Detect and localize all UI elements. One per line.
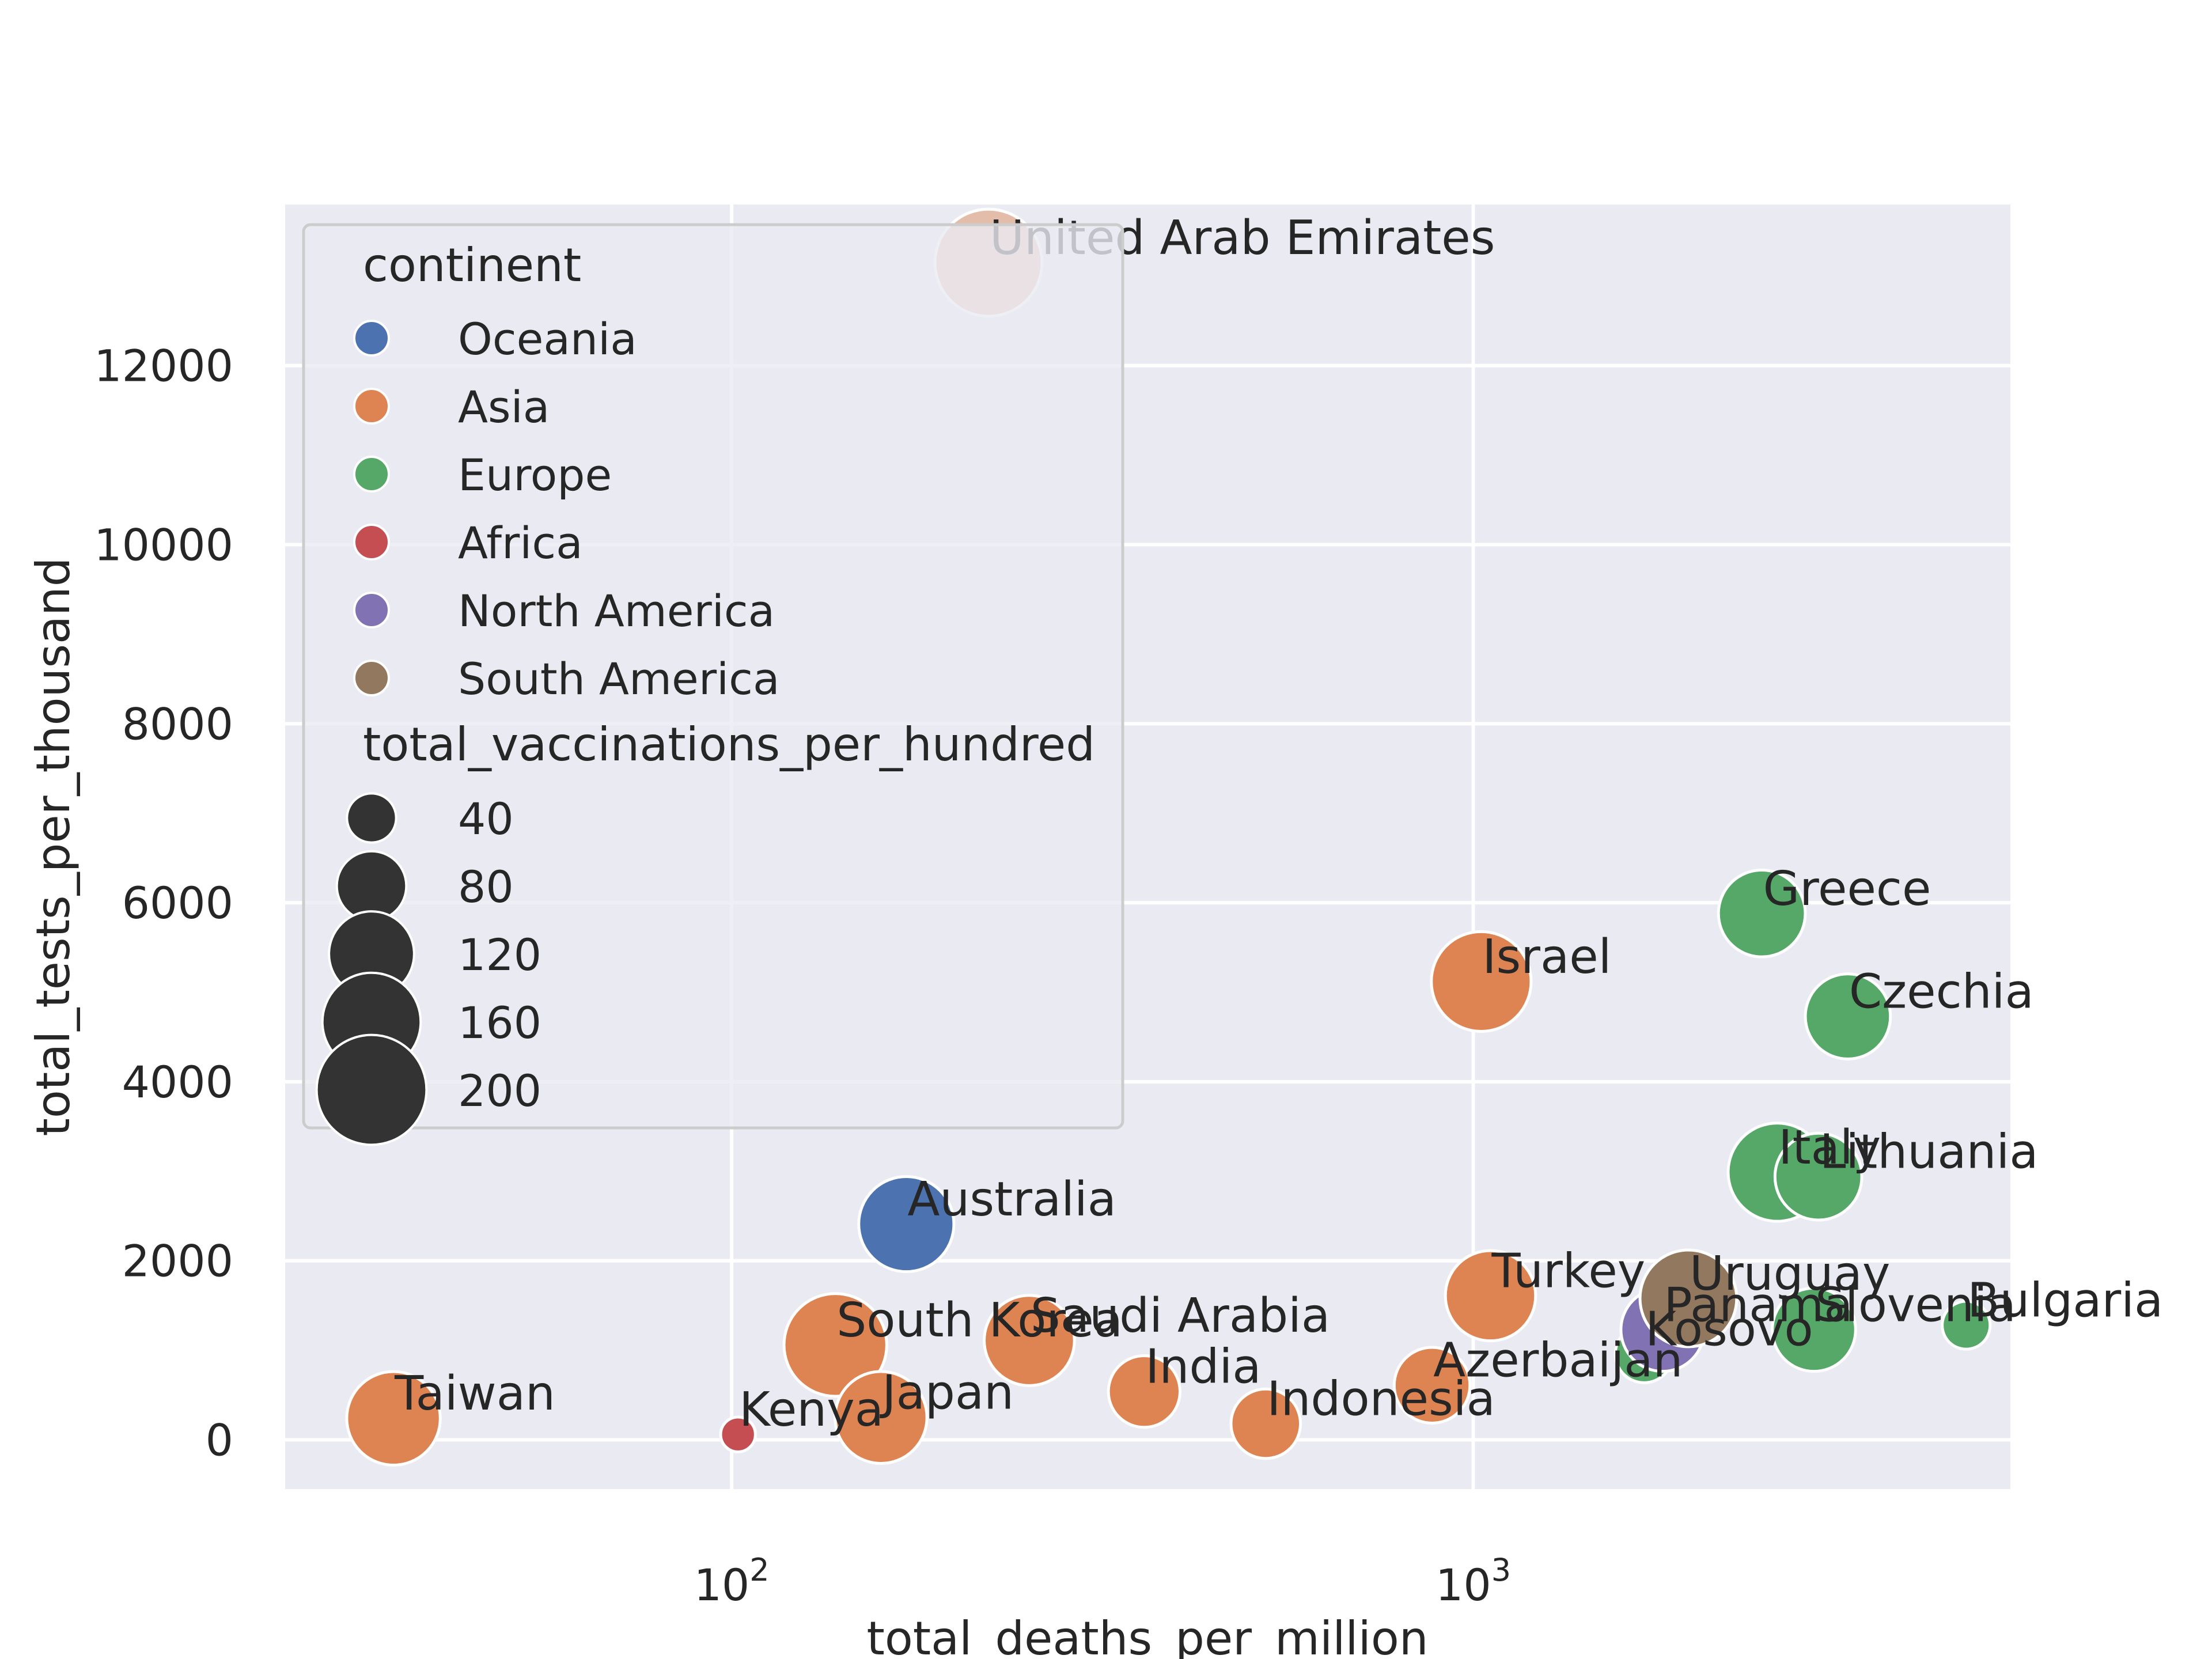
y-tick-label: 8000 [122,698,233,749]
data-point [1941,1300,1992,1351]
point-label: Japan [879,1366,1014,1421]
point-label: Panama [1664,1278,1853,1332]
y-tick-labels: 0 2000 4000 6000 8000 10000 12000 [94,340,233,1466]
legend: continent Oceania Asia Europe Africa North A… [302,223,1124,1146]
y-tick-label: 4000 [122,1056,233,1108]
legend-color-marker [353,320,390,357]
legend-continent-label: Europe [458,449,612,501]
point-label: Saudi Arabia [1031,1289,1330,1343]
point-label: Australia [907,1172,1116,1227]
point-label: Slovenia [1815,1278,2016,1332]
legend-size-label: 200 [458,1065,541,1116]
legend-size-label: 160 [458,997,541,1048]
legend-size-title: total_vaccinations_per_hundred [363,718,1095,771]
point-label: Azerbaijan [1433,1334,1683,1388]
data-point [1771,1286,1857,1373]
legend-color-marker [353,456,390,493]
point-label: India [1145,1340,1261,1395]
legend-size-entries: 40 80 120 160 200 [315,792,541,1146]
x-tick-base: 10 [1435,1559,1491,1611]
data-point [1107,1354,1181,1429]
data-point [1392,1346,1472,1425]
legend-continent-label: Africa [458,517,583,569]
point-label: South Korea [836,1293,1123,1348]
data-point [983,1294,1076,1387]
data-point [834,1370,929,1465]
point-label: Indonesia [1267,1372,1495,1427]
x-tick-label: 103 [1435,1552,1511,1611]
point-label: Bulgaria [1967,1274,2163,1328]
point-label: Israel [1482,930,1611,984]
legend-hue-entries: Oceania Asia Europe Africa North America Sout… [353,313,780,704]
legend-size-label: 80 [458,861,514,912]
legend-continent-label: Oceania [458,313,637,365]
legend-color-marker [353,660,390,696]
x-axis-label: total_deaths_per_million [866,1612,1428,1659]
data-point [345,1370,442,1467]
point-label: Kosovo [1645,1302,1813,1357]
legend-continent-label: South America [458,653,780,704]
legend-size-marker [315,1033,428,1146]
legend-size-label: 120 [458,929,541,980]
data-point [1229,1387,1302,1460]
point-label: Uruguay [1690,1247,1891,1301]
legend-hue-title: continent [363,238,581,292]
data-point [1804,972,1892,1060]
x-tick-exponent: 2 [749,1552,769,1588]
data-point [1717,868,1807,959]
y-tick-label: 0 [206,1415,233,1466]
legend-continent-label: Asia [458,381,550,433]
point-label: Turkey [1491,1244,1645,1298]
point-label: Czechia [1849,964,2034,1019]
legend-continent-label: North America [458,585,775,637]
x-tick-label: 102 [694,1552,770,1611]
y-tick-label: 6000 [122,877,233,929]
legend-size-label: 40 [458,793,514,844]
point-label: Greece [1763,862,1931,916]
y-tick-label: 10000 [94,520,233,571]
data-point [719,1415,757,1453]
y-tick-label: 12000 [94,340,233,392]
legend-color-marker [353,524,390,560]
legend-frame [302,223,1124,1130]
point-label: Kenya [739,1382,884,1437]
point-label: Italy [1778,1120,1881,1175]
x-tick-exponent: 3 [1491,1552,1511,1588]
legend-size-marker [346,792,397,844]
data-point [1444,1249,1537,1343]
y-tick-label: 2000 [122,1236,233,1287]
legend-color-marker [353,592,390,628]
legend-color-marker [353,388,390,425]
data-point [1430,930,1533,1033]
y-axis-label: total_tests_per_thousand [26,557,80,1136]
point-label: Taiwan [394,1366,555,1421]
x-tick-base: 10 [694,1559,750,1611]
data-point [1638,1248,1738,1349]
data-point [782,1292,888,1398]
point-label: Lithuania [1820,1125,2039,1180]
x-tick-labels: 102 103 [694,1552,1512,1611]
data-point [1773,1131,1863,1222]
data-point [857,1175,956,1274]
